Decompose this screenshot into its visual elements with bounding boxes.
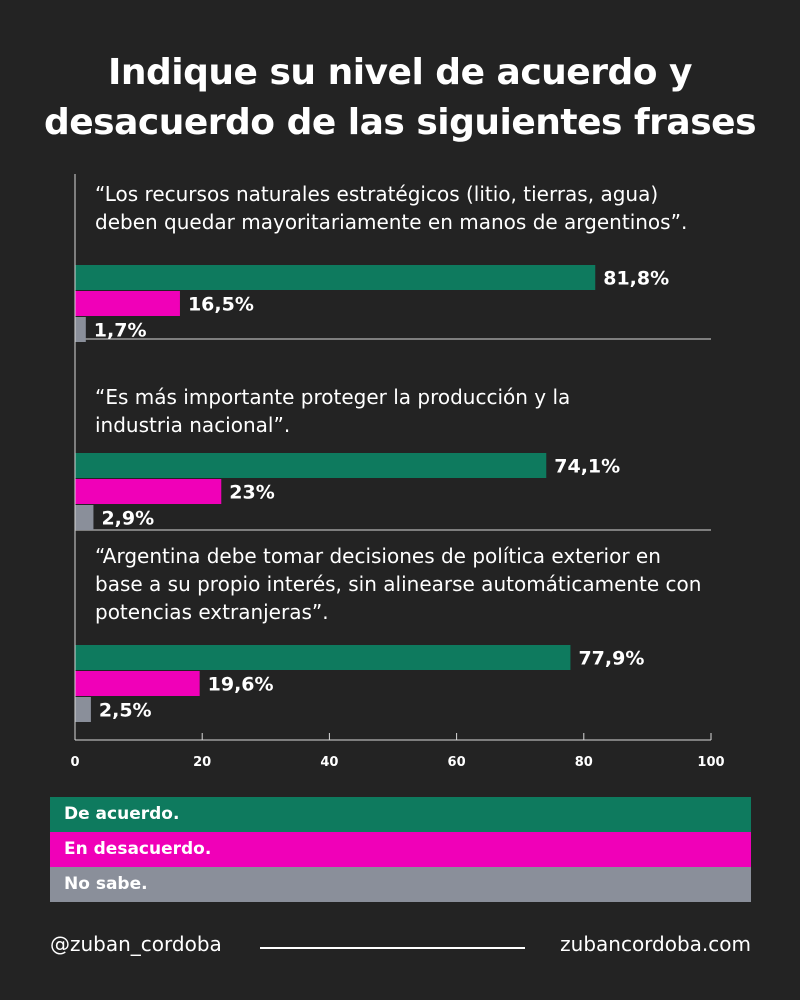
- x-tick-label: 60: [448, 755, 466, 770]
- data-label: 2,5%: [99, 700, 152, 722]
- statement-line: industria nacional”.: [95, 413, 291, 437]
- statement-line: base a su propio interés, sin alinearse …: [95, 572, 702, 596]
- social-handle[interactable]: @zuban_cordoba: [50, 932, 222, 956]
- legend-item-dontknow: No sabe.: [50, 867, 751, 902]
- data-label: 16,5%: [188, 294, 254, 316]
- x-tick-label: 20: [193, 755, 211, 770]
- bar-disagree: [75, 671, 200, 696]
- legend-item-agree: De acuerdo.: [50, 797, 751, 832]
- x-tick-label: 0: [70, 755, 79, 770]
- statement-line: “Argentina debe tomar decisiones de polí…: [95, 544, 661, 568]
- bar-dontknow: [75, 317, 86, 342]
- legend-item-disagree: En desacuerdo.: [50, 832, 751, 867]
- bar-dontknow: [75, 697, 91, 722]
- data-label: 81,8%: [603, 268, 669, 290]
- data-label: 23%: [229, 482, 274, 504]
- statement-line: potencias extranjeras”.: [95, 600, 329, 624]
- chart-title: Indique su nivel de acuerdo y desacuerdo…: [0, 48, 800, 148]
- footer-divider: [260, 947, 525, 949]
- x-tick-label: 80: [575, 755, 593, 770]
- x-tick-label: 100: [697, 755, 724, 770]
- statement-1: “Los recursos naturales estratégicos (li…: [95, 180, 785, 236]
- bar-agree: [75, 453, 547, 478]
- website-link[interactable]: zubancordoba.com: [560, 932, 751, 956]
- data-label: 1,7%: [94, 320, 147, 342]
- legend: De acuerdo. En desacuerdo. No sabe.: [50, 797, 751, 902]
- bar-agree: [75, 265, 596, 290]
- bar-disagree: [75, 479, 222, 504]
- title-line-2: desacuerdo de las siguientes frases: [43, 102, 757, 143]
- bar-disagree: [75, 291, 180, 316]
- statement-line: “Los recursos naturales estratégicos (li…: [95, 182, 659, 206]
- bar-chart: 81,8% 16,5% 1,7% 74,1% 23% 2,9% 77,9% 19,6% 2,5%…: [70, 174, 725, 770]
- statement-line: “Es más importante proteger la producció…: [95, 385, 571, 409]
- bar-agree: [75, 645, 571, 670]
- statement-line: deben quedar mayoritariamente en manos d…: [95, 210, 688, 234]
- statement-2: “Es más importante proteger la producció…: [95, 383, 785, 439]
- title-line-1: Indique su nivel de acuerdo y: [108, 52, 692, 93]
- data-label: 2,9%: [101, 508, 154, 530]
- data-label: 74,1%: [554, 456, 620, 478]
- data-label: 19,6%: [208, 674, 274, 696]
- x-tick-label: 40: [320, 755, 338, 770]
- footer: @zuban_cordoba zubancordoba.com: [50, 932, 751, 962]
- statement-3: “Argentina debe tomar decisiones de polí…: [95, 542, 785, 626]
- data-label: 77,9%: [578, 648, 644, 670]
- bar-dontknow: [75, 505, 94, 530]
